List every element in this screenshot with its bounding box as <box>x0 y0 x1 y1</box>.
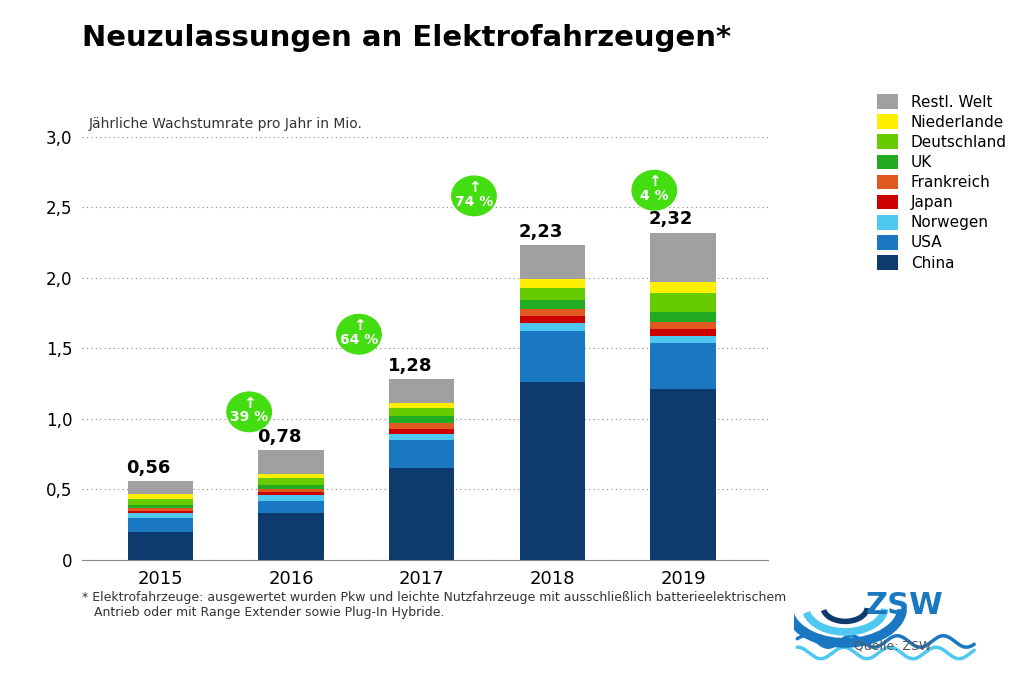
Text: 0,78: 0,78 <box>257 428 301 446</box>
Text: ↑: ↑ <box>648 174 660 189</box>
Bar <box>650 311 716 322</box>
Bar <box>520 382 585 560</box>
Text: 4 %: 4 % <box>640 189 669 203</box>
Bar <box>128 532 193 560</box>
Bar <box>520 331 585 382</box>
Bar <box>520 316 585 323</box>
Bar <box>520 323 585 331</box>
Bar <box>389 379 455 404</box>
Ellipse shape <box>227 392 271 432</box>
Legend: Restl. Welt, Niederlande, Deutschland, UK, Frankreich, Japan, Norwegen, USA, Chi: Restl. Welt, Niederlande, Deutschland, U… <box>872 89 1012 275</box>
Bar <box>650 389 716 560</box>
Bar <box>389 440 455 469</box>
Bar <box>389 404 455 408</box>
Text: 74 %: 74 % <box>455 195 494 208</box>
Bar <box>258 474 324 478</box>
Bar <box>520 288 585 301</box>
Bar <box>389 469 455 560</box>
Bar <box>389 423 455 429</box>
Bar <box>389 434 455 440</box>
Bar <box>128 481 193 494</box>
Bar <box>520 309 585 316</box>
Bar <box>128 518 193 532</box>
Text: * Elektrofahrzeuge: ausgewertet wurden Pkw und leichte Nutzfahrzeuge mit ausschl: * Elektrofahrzeuge: ausgewertet wurden P… <box>82 591 786 619</box>
Bar <box>520 245 585 279</box>
Ellipse shape <box>337 314 381 354</box>
Bar <box>650 335 716 343</box>
Text: 2,32: 2,32 <box>649 210 693 228</box>
Bar <box>520 301 585 309</box>
Text: Jährliche Wachstumrate pro Jahr in Mio.: Jährliche Wachstumrate pro Jahr in Mio. <box>88 117 362 131</box>
Text: ↑: ↑ <box>352 318 366 333</box>
Bar <box>258 492 324 495</box>
Ellipse shape <box>452 176 497 216</box>
Text: 0,56: 0,56 <box>126 459 171 477</box>
Bar <box>650 282 716 293</box>
Bar <box>650 329 716 335</box>
Bar <box>258 478 324 485</box>
Bar <box>650 343 716 389</box>
Text: Quelle: ZSW: Quelle: ZSW <box>854 639 932 652</box>
Bar <box>258 450 324 474</box>
Bar <box>128 505 193 508</box>
Bar <box>389 416 455 423</box>
Text: ↑: ↑ <box>243 396 256 411</box>
Text: 2,23: 2,23 <box>518 223 563 241</box>
Text: 1,28: 1,28 <box>388 357 432 375</box>
Text: ZSW: ZSW <box>865 591 943 619</box>
Bar <box>258 514 324 560</box>
Bar <box>128 494 193 499</box>
Text: 39 %: 39 % <box>230 410 268 425</box>
Bar <box>650 322 716 329</box>
Text: Neuzulassungen an Elektrofahrzeugen*: Neuzulassungen an Elektrofahrzeugen* <box>82 24 731 52</box>
Bar <box>128 511 193 514</box>
Text: ↑: ↑ <box>468 180 480 195</box>
Text: 64 %: 64 % <box>340 333 378 347</box>
Bar <box>389 408 455 416</box>
Bar <box>650 293 716 311</box>
Bar <box>128 508 193 511</box>
Bar <box>128 499 193 505</box>
Bar <box>389 429 455 434</box>
Bar <box>128 514 193 518</box>
Bar <box>258 485 324 490</box>
Bar <box>258 495 324 501</box>
Ellipse shape <box>632 171 677 210</box>
Bar <box>650 233 716 282</box>
Bar <box>258 490 324 492</box>
Bar <box>520 279 585 288</box>
Bar <box>258 501 324 514</box>
